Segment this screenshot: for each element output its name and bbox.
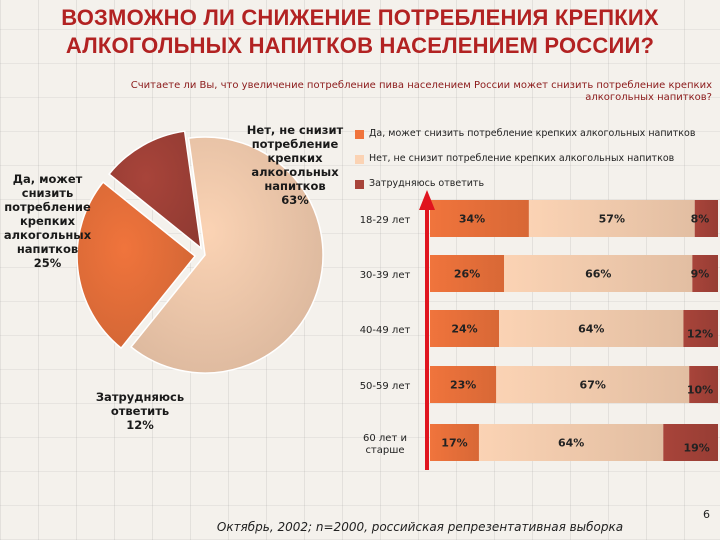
pie-label-line: 63% xyxy=(281,193,309,207)
age-group-label-line: 50-59 лет xyxy=(359,380,411,392)
bar-2-segment-3 xyxy=(692,255,718,292)
bar-5-segment-2 xyxy=(478,424,664,461)
legend-swatch xyxy=(355,130,364,139)
survey-question: Считаете ли Вы, что увеличение потреблен… xyxy=(12,80,712,104)
pie-label-line: ответить xyxy=(110,404,170,418)
bar-3-label-2: 64% xyxy=(578,323,604,336)
legend: Да, может снизить потребление крепких ал… xyxy=(355,128,720,203)
bar-2-label-2: 66% xyxy=(585,268,611,281)
legend-item-3: Затрудняюсь ответить xyxy=(355,178,720,203)
question-line-2: алкогольных напитков? xyxy=(585,92,712,103)
pie-label-3: Затрудняюсь ответить 12% xyxy=(90,390,190,432)
bar-2-label-3: 9% xyxy=(691,268,710,281)
bar-3-segment-2 xyxy=(499,310,684,347)
bar-5-label-3: 19% xyxy=(683,442,709,455)
pie-label-line: напитков xyxy=(16,242,79,256)
bar-5-segment-1 xyxy=(430,424,479,461)
age-group-label: 50-59 лет xyxy=(345,381,425,393)
pie-slice-3 xyxy=(108,130,203,250)
bar-2-segment-2 xyxy=(504,255,693,292)
age-group-label-line: 60 лет и xyxy=(363,432,407,444)
pie-label-1: Нет, не снизит потребление крепких алкоголь… xyxy=(240,123,350,207)
pie-label-line: напитков xyxy=(264,179,326,193)
bar-2-segment-1 xyxy=(430,255,505,292)
pie-label-line: алкогольных xyxy=(3,228,92,242)
age-group-label-line: 18-29 лет xyxy=(359,214,411,226)
pie-label-line: 12% xyxy=(126,418,154,432)
bar-2-label-1: 26% xyxy=(454,268,480,281)
bar-1-segment-1 xyxy=(430,200,529,237)
bar-1-label-2: 57% xyxy=(599,213,625,226)
title-line-1: ВОЗМОЖНО ЛИ СНИЖЕНИЕ ПОТРЕБЛЕНИЯ КРЕПКИХ xyxy=(61,5,659,30)
pie-label-line: Затрудняюсь xyxy=(95,390,185,404)
age-group-label: 40-49 лет xyxy=(345,325,425,337)
bar-4-segment-2 xyxy=(496,366,690,403)
bar-3-label-1: 24% xyxy=(451,323,477,336)
age-group-label: 60 лет и старше xyxy=(345,433,425,457)
pie-label-line: 25% xyxy=(33,256,62,270)
bar-4-segment-3 xyxy=(689,366,718,403)
pie-label-2: Да, может снизить потребление крепких алкого… xyxy=(0,172,95,270)
pie-label-line: потребление xyxy=(4,200,91,214)
pie-slice-2 xyxy=(76,181,197,350)
age-group-label-line: 40-49 лет xyxy=(359,324,411,336)
bar-1-label-3: 8% xyxy=(691,213,710,226)
age-group-label: 18-29 лет xyxy=(345,215,425,227)
pie-label-line: снизить xyxy=(21,186,74,200)
bar-5-label-1: 17% xyxy=(441,437,467,450)
pie-label-line: потребление xyxy=(251,137,339,151)
pie-slice-1 xyxy=(130,136,324,374)
pie-label-line: крепких xyxy=(267,151,323,165)
bar-5-label-2: 64% xyxy=(558,437,584,450)
title-line-2: АЛКОГОЛЬНЫХ НАПИТКОВ НАСЕЛЕНИЕМ РОССИИ? xyxy=(65,33,655,58)
page-title: ВОЗМОЖНО ЛИ СНИЖЕНИЕ ПОТРЕБЛЕНИЯ КРЕПКИХ… xyxy=(0,4,720,60)
age-group-label-line: 30-39 лет xyxy=(359,269,411,281)
legend-swatch xyxy=(355,180,364,189)
legend-swatch xyxy=(355,155,364,164)
bar-4-label-3: 10% xyxy=(687,384,713,397)
legend-label: Нет, не снизит потребление крепких алког… xyxy=(369,153,675,164)
trend-arrow-head xyxy=(419,190,435,210)
legend-label: Затрудняюсь ответить xyxy=(369,178,485,189)
bar-4-label-1: 23% xyxy=(450,379,476,392)
bar-1-label-1: 34% xyxy=(459,213,485,226)
legend-item-2: Нет, не снизит потребление крепких алког… xyxy=(355,153,720,178)
bar-5-segment-3 xyxy=(663,424,718,461)
pie-label-line: крепких xyxy=(19,214,76,228)
page-number: 6 xyxy=(703,508,710,521)
bar-4-segment-1 xyxy=(430,366,497,403)
age-group-label-line: старше xyxy=(365,444,405,456)
bar-3-segment-3 xyxy=(683,310,718,347)
bar-1-segment-3 xyxy=(694,200,718,237)
pie-label-line: алкогольных xyxy=(251,165,339,179)
bar-3-label-3: 12% xyxy=(687,328,713,341)
pie-label-line: Да, может xyxy=(12,172,83,186)
footer-note: Октябрь, 2002; n=2000, российская репрез… xyxy=(216,520,624,534)
pie-label-line: Нет, не снизит xyxy=(246,123,344,137)
question-line-1: Считаете ли Вы, что увеличение потреблен… xyxy=(130,80,712,91)
bar-1-segment-2 xyxy=(528,200,695,237)
bar-4-label-2: 67% xyxy=(580,379,606,392)
legend-item-1: Да, может снизить потребление крепких ал… xyxy=(355,128,720,153)
bar-3-segment-1 xyxy=(430,310,500,347)
age-group-label: 30-39 лет xyxy=(345,270,425,282)
pie-chart xyxy=(76,130,324,374)
legend-label: Да, может снизить потребление крепких ал… xyxy=(369,128,696,139)
